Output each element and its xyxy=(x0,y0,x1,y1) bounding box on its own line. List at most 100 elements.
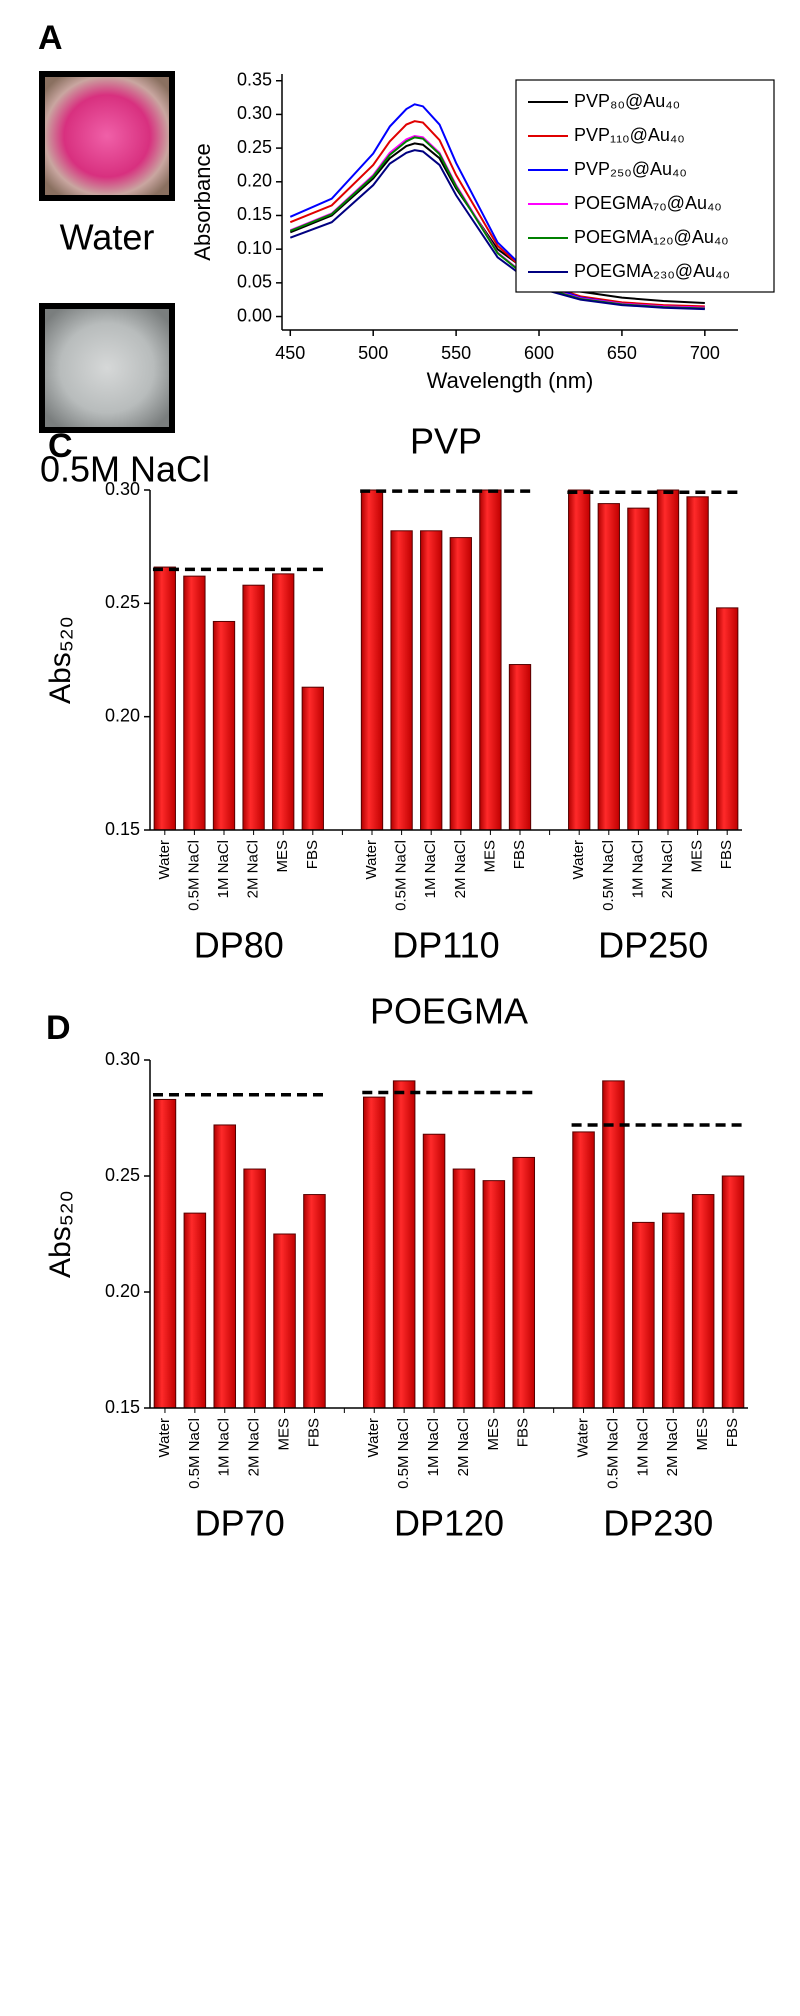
x-tick-label: MES xyxy=(481,840,498,873)
group-label: DP120 xyxy=(394,1503,504,1544)
x-tick-label: MES xyxy=(485,1418,502,1451)
y-tick-label: 0.30 xyxy=(105,479,140,499)
bar xyxy=(656,489,680,831)
photo-label: Water xyxy=(60,217,155,258)
x-tick-label: 1M NaCl xyxy=(216,1418,233,1476)
bar xyxy=(303,1194,326,1409)
y-tick-label: 0.00 xyxy=(237,305,272,325)
x-tick-label: 2M NaCl xyxy=(245,840,262,898)
bar xyxy=(362,1096,386,1409)
x-tick-label: MES xyxy=(689,840,706,873)
legend-label: POEGMA₁₂₀@Au₄₀ xyxy=(574,227,729,247)
x-tick-label: 2M NaCl xyxy=(246,1418,263,1476)
bar xyxy=(512,1156,536,1409)
x-tick-label: 0.5M NaCl xyxy=(393,840,410,911)
group-label: DP250 xyxy=(598,925,708,966)
x-tick-label: FBS xyxy=(724,1418,741,1447)
bar xyxy=(479,489,502,831)
bar xyxy=(597,503,620,831)
x-tick-label: 1M NaCl xyxy=(422,840,439,898)
x-tick-label: 1M NaCl xyxy=(634,1418,651,1476)
x-tick-label: Water xyxy=(363,840,380,879)
bar xyxy=(452,1168,476,1409)
bar xyxy=(360,489,384,831)
x-tick-label: 450 xyxy=(275,343,305,363)
bar xyxy=(213,1124,237,1409)
bar xyxy=(602,1080,625,1409)
x-tick-label: 2M NaCl xyxy=(452,840,469,898)
line-series xyxy=(289,120,705,308)
y-tick-label: 0.35 xyxy=(237,69,272,89)
legend-box xyxy=(515,79,775,293)
x-tick-label: Water xyxy=(156,1418,173,1457)
bar xyxy=(243,1168,266,1409)
x-tick-label: 650 xyxy=(607,343,637,363)
x-tick-label: 550 xyxy=(441,343,471,363)
y-tick-label: 0.20 xyxy=(105,1281,140,1301)
photo-label: 0.5M NaCl xyxy=(40,449,210,490)
x-tick-label: Water xyxy=(575,1418,592,1457)
y-axis-label: Abs₅₂₀ xyxy=(44,1190,77,1278)
x-tick-label: 0.5M NaCl xyxy=(604,1418,621,1489)
photo-nacl xyxy=(39,303,175,433)
y-tick-label: 0.20 xyxy=(237,171,272,191)
bar xyxy=(422,1133,446,1409)
bar xyxy=(420,530,443,831)
bar xyxy=(691,1194,715,1409)
bar xyxy=(183,575,206,831)
y-tick-label: 0.15 xyxy=(105,819,140,839)
legend-label: POEGMA₇₀@Au₄₀ xyxy=(574,193,722,213)
y-axis-label: Abs₅₂₀ xyxy=(44,616,77,704)
bar xyxy=(390,530,413,831)
bar xyxy=(572,1131,595,1409)
bar xyxy=(482,1180,506,1409)
x-tick-label: 2M NaCl xyxy=(664,1418,681,1476)
legend-label: POEGMA₂₃₀@Au₄₀ xyxy=(574,261,730,281)
group-label: DP230 xyxy=(603,1503,713,1544)
photo-water xyxy=(39,71,175,201)
bar xyxy=(301,686,324,831)
bar xyxy=(721,1175,745,1409)
chart-title: POEGMA xyxy=(370,991,528,1032)
line-series xyxy=(289,149,705,311)
bar xyxy=(392,1080,416,1409)
x-tick-label: 1M NaCl xyxy=(629,840,646,898)
panel-label: A xyxy=(38,19,63,57)
x-tick-label: Water xyxy=(365,1418,382,1457)
x-tick-label: MES xyxy=(694,1418,711,1451)
y-tick-label: 0.05 xyxy=(237,272,272,292)
y-tick-label: 0.15 xyxy=(105,1397,140,1417)
x-tick-label: 700 xyxy=(690,343,720,363)
y-tick-label: 0.25 xyxy=(105,1165,140,1185)
panel-label: C xyxy=(48,427,73,465)
bar xyxy=(568,489,591,831)
x-tick-label: Water xyxy=(570,840,587,879)
x-axis-label: Wavelength (nm) xyxy=(427,368,594,393)
legend-label: PVP₈₀@Au₄₀ xyxy=(574,91,680,111)
legend-label: PVP₂₅₀@Au₄₀ xyxy=(574,159,687,179)
x-tick-label: FBS xyxy=(305,1418,322,1447)
y-tick-label: 0.10 xyxy=(237,238,272,258)
x-tick-label: 2M NaCl xyxy=(455,1418,472,1476)
bar xyxy=(661,1212,685,1409)
x-tick-label: FBS xyxy=(511,840,528,869)
x-tick-label: MES xyxy=(276,1418,293,1451)
x-tick-label: 0.5M NaCl xyxy=(185,840,202,911)
y-tick-label: 0.20 xyxy=(105,705,140,725)
y-tick-label: 0.15 xyxy=(237,204,272,224)
bar xyxy=(242,584,265,831)
x-tick-label: 0.5M NaCl xyxy=(186,1418,203,1489)
x-tick-label: 1M NaCl xyxy=(425,1418,442,1476)
x-tick-label: 0.5M NaCl xyxy=(600,840,617,911)
group-label: DP110 xyxy=(392,925,499,966)
bar xyxy=(272,573,295,831)
x-tick-label: FBS xyxy=(718,840,735,869)
x-tick-label: 500 xyxy=(358,343,388,363)
x-tick-label: 0.5M NaCl xyxy=(395,1418,412,1489)
bar xyxy=(153,566,176,831)
bar xyxy=(183,1212,207,1409)
x-tick-label: 1M NaCl xyxy=(215,840,232,898)
x-tick-label: FBS xyxy=(515,1418,532,1447)
y-axis-label: Absorbance xyxy=(190,143,215,260)
